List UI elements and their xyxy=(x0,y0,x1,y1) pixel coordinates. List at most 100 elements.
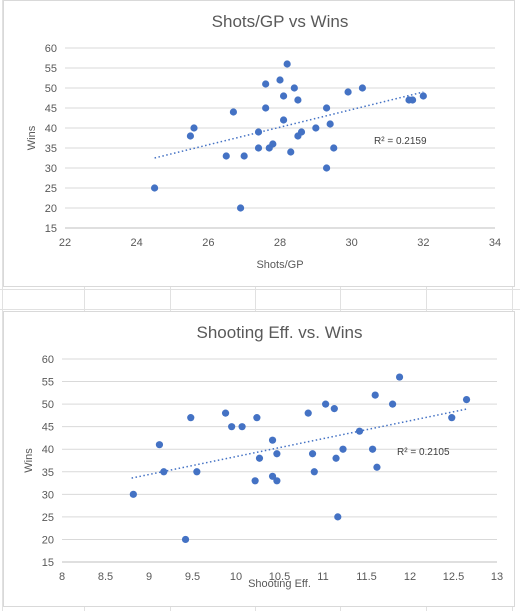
data-point xyxy=(276,76,284,84)
sheet-column-line xyxy=(340,0,341,611)
x-tick-label: 8 xyxy=(59,571,65,583)
data-point xyxy=(186,132,195,140)
data-point xyxy=(371,391,379,399)
shots-vs-wins-plot: Shots/GP vs Wins 15 20 25 30 35 40 45 50 55 60 22 24… xyxy=(26,12,501,271)
data-point xyxy=(287,148,295,156)
data-point xyxy=(222,152,230,160)
data-point xyxy=(181,535,190,544)
y-tick-label: 50 xyxy=(42,399,54,411)
data-point xyxy=(419,92,427,100)
data-point xyxy=(310,468,318,476)
data-point xyxy=(150,184,159,192)
data-point xyxy=(358,84,367,92)
x-tick-label: 24 xyxy=(131,237,143,249)
y-tick-label: 25 xyxy=(45,183,57,195)
x-axis-label: Shooting Eff. xyxy=(248,578,311,590)
data-point xyxy=(187,414,195,422)
data-point xyxy=(262,104,270,112)
data-point xyxy=(221,409,230,417)
data-point xyxy=(155,441,164,449)
data-point xyxy=(373,463,381,471)
sheet-column-line xyxy=(426,0,427,611)
x-tick-label: 26 xyxy=(202,237,214,249)
y-tick-label: 40 xyxy=(42,444,54,456)
y-tick-label: 45 xyxy=(45,103,57,115)
x-tick-label: 32 xyxy=(417,237,429,249)
data-point xyxy=(251,477,259,485)
chart-title: Shots/GP vs Wins xyxy=(212,12,349,31)
shots-vs-wins-chart[interactable]: Shots/GP vs Wins 15 20 25 30 35 40 45 50 55 60 22 24… xyxy=(3,0,515,287)
y-tick-label: 30 xyxy=(45,163,57,175)
x-tick-label: 34 xyxy=(489,237,501,249)
data-point xyxy=(304,409,312,417)
data-point xyxy=(255,454,264,462)
data-point xyxy=(229,108,238,116)
data-point xyxy=(268,472,277,480)
r-squared-label: R² = 0.2159 xyxy=(374,136,427,147)
data-point xyxy=(368,445,377,453)
data-point xyxy=(294,96,302,104)
trendline xyxy=(131,408,467,479)
sheet-column-line xyxy=(255,0,256,611)
x-tick-label: 10.5 xyxy=(269,571,290,583)
data-point xyxy=(462,396,471,404)
data-point xyxy=(254,128,263,136)
y-tick-label: 15 xyxy=(42,557,54,569)
data-point xyxy=(273,477,281,485)
y-tick-label: 20 xyxy=(42,534,54,546)
data-point xyxy=(273,450,281,458)
y-tick-label: 35 xyxy=(45,143,57,155)
data-point xyxy=(322,400,330,408)
sheet-column-line xyxy=(170,0,171,611)
data-point xyxy=(448,414,456,422)
x-tick-label: 9 xyxy=(146,571,152,583)
y-tick-label: 15 xyxy=(45,223,57,235)
sheet-row-line xyxy=(0,309,520,310)
shooting-eff-vs-wins-chart[interactable]: Shooting Eff. vs. Wins 15 20 25 30 35 40 45 50 55… xyxy=(3,311,515,607)
x-tick-label: 11.5 xyxy=(356,571,377,583)
y-tick-label: 50 xyxy=(45,83,57,95)
chart-title: Shooting Eff. vs. Wins xyxy=(197,323,363,342)
data-point xyxy=(283,60,291,68)
data-point xyxy=(193,468,201,476)
data-point xyxy=(312,124,320,132)
y-tick-label: 60 xyxy=(42,354,54,366)
data-point xyxy=(322,104,331,112)
x-tick-label: 28 xyxy=(274,237,286,249)
sheet-column-line xyxy=(84,0,85,611)
data-point xyxy=(268,436,277,444)
data-point xyxy=(238,423,246,431)
data-point xyxy=(330,144,338,152)
y-tick-label: 40 xyxy=(45,123,57,135)
sheet-column-line xyxy=(2,0,3,611)
data-point xyxy=(339,445,347,453)
r-squared-label: R² = 0.2105 xyxy=(397,447,450,458)
x-tick-label: 30 xyxy=(346,237,358,249)
y-tick-label: 55 xyxy=(45,63,57,75)
x-tick-label: 9.5 xyxy=(185,571,200,583)
data-point xyxy=(279,116,288,124)
data-point xyxy=(254,144,263,152)
x-tick-label: 12.5 xyxy=(443,571,464,583)
data-point xyxy=(190,124,198,132)
data-point xyxy=(389,400,397,408)
data-point xyxy=(240,152,248,160)
data-point xyxy=(269,140,277,148)
x-tick-label: 10 xyxy=(230,571,242,583)
data-point xyxy=(129,490,137,498)
data-point xyxy=(236,204,245,212)
data-point xyxy=(262,80,270,88)
x-tick-label: 8.5 xyxy=(98,571,113,583)
data-point xyxy=(395,373,404,381)
data-point xyxy=(253,414,261,422)
data-point xyxy=(344,88,352,96)
x-tick-label: 22 xyxy=(59,237,71,249)
shooting-eff-vs-wins-plot: Shooting Eff. vs. Wins 15 20 25 30 35 40 45 50 55… xyxy=(23,323,503,590)
y-tick-label: 45 xyxy=(42,422,54,434)
sheet-row-line xyxy=(0,289,520,290)
data-point xyxy=(308,450,317,458)
data-point xyxy=(228,423,236,431)
data-point xyxy=(279,92,288,100)
data-point xyxy=(297,128,306,136)
x-tick-label: 12 xyxy=(404,571,416,583)
